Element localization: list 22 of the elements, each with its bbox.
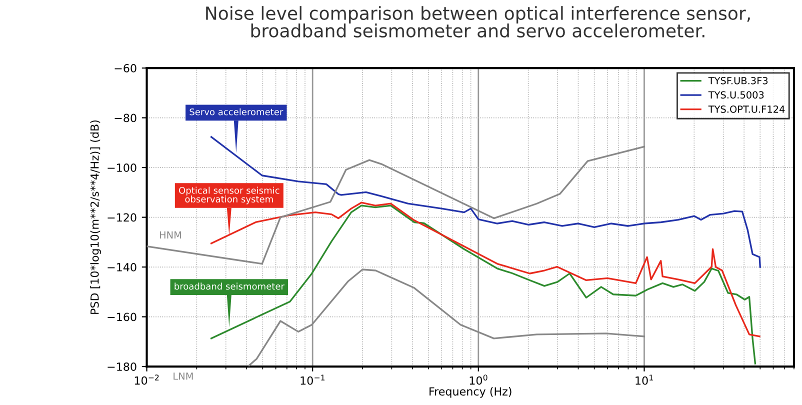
x-tick-label: 10$^{−1}$ — [300, 374, 325, 385]
y-tick-label: −80 — [114, 114, 136, 122]
y-tick-label: −140 — [108, 263, 136, 272]
x-tick-label: 10$^{−2}$ — [134, 374, 159, 385]
y-tick-label: −160 — [108, 312, 136, 322]
y-tick-label: −100 — [108, 164, 136, 172]
y-tick-label: −180 — [108, 362, 136, 371]
y-tick-label: −60 — [114, 64, 136, 72]
legend-label: TYS.U.5003 — [708, 91, 764, 99]
annotation: Optical sensor seismic observation system — [179, 186, 280, 204]
x-axis-title: Frequency (Hz) — [430, 387, 512, 398]
annotation: Servo accelerometer — [190, 108, 284, 116]
y-axis-title: PSD [10*log10(m**2/s**4/Hz)] (dB) — [90, 120, 101, 314]
chart-title: Noise level comparison between optical interference sensor, broadband seismometer and servo accelerometer. — [206, 6, 750, 38]
legend-label: TYS.OPT.U.F124 — [708, 106, 785, 113]
annotation: HNM — [160, 231, 182, 239]
x-tick-label: 10$^{0}$ — [470, 374, 488, 385]
x-tick-label: 10$^{1}$ — [636, 374, 653, 385]
legend-label: TYSF.UB.3F3 — [708, 76, 768, 84]
y-tick-label: −120 — [108, 213, 136, 222]
annotation: broadband seismometer — [174, 282, 284, 290]
text: LNM — [174, 372, 193, 380]
